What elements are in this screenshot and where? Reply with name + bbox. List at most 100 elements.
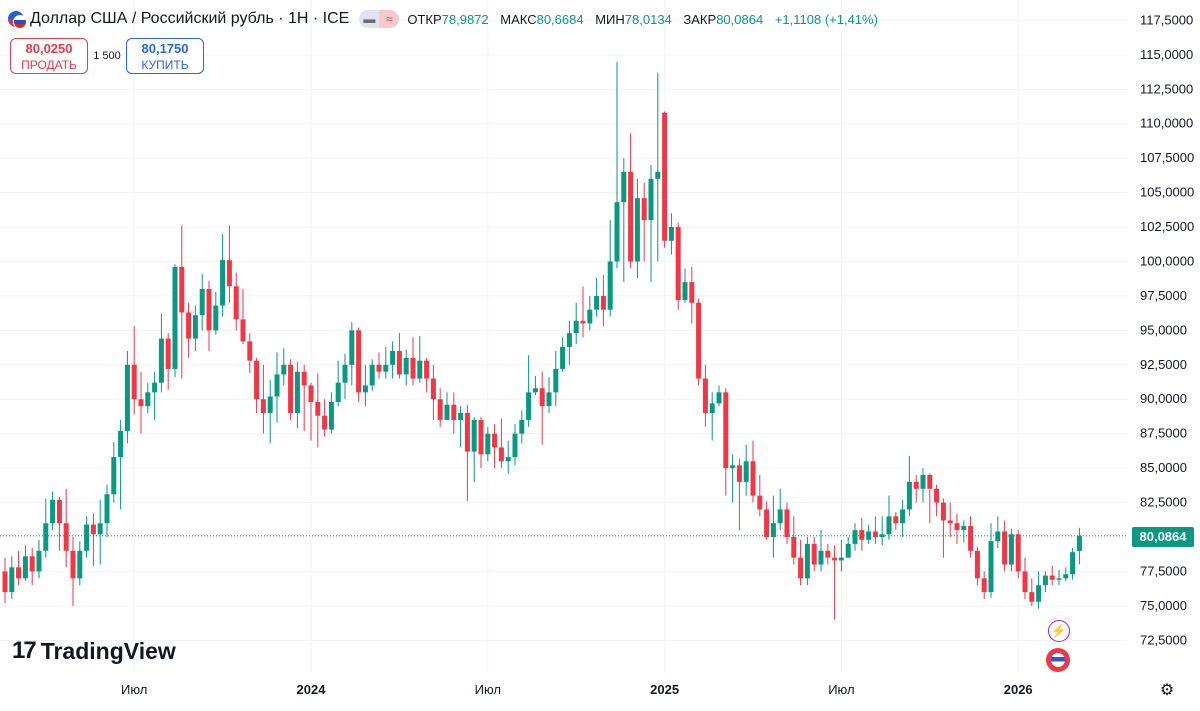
candle-body (526, 392, 532, 420)
candle (526, 355, 532, 427)
candle-body (906, 481, 912, 510)
candle (573, 302, 579, 345)
candle-body (743, 461, 749, 482)
candle (825, 543, 831, 565)
candle (172, 264, 178, 378)
candle-body (804, 543, 810, 579)
candle-body (220, 260, 226, 306)
symbol-title[interactable]: Доллар США / Российский рубль · 1Н · ICE (30, 10, 350, 27)
buy-button[interactable]: 80,1750 КУПИТЬ (126, 38, 204, 74)
candle (709, 392, 715, 441)
candle (532, 375, 538, 396)
candle (430, 364, 436, 420)
indicator-toggle[interactable]: ▬ ≈ (359, 10, 400, 28)
candle-body (29, 556, 35, 572)
candle (995, 516, 1001, 549)
lightning-icon[interactable]: ⚡ (1048, 620, 1070, 642)
candle-body (396, 351, 402, 375)
candle (145, 382, 151, 414)
candle-body (471, 419, 477, 452)
candle-body (872, 531, 878, 537)
candle-body (1076, 535, 1082, 551)
candle-body (288, 364, 294, 414)
high-label: МАКС (500, 11, 537, 27)
candle (478, 417, 484, 469)
candle (893, 512, 899, 531)
settings-icon[interactable]: ⚙ (1159, 682, 1175, 699)
candle (485, 426, 491, 462)
candle-body (206, 289, 212, 331)
candle (240, 289, 246, 345)
candle-body (675, 227, 681, 301)
candle-body (281, 364, 287, 375)
minus-icon[interactable]: ▬ (359, 10, 380, 28)
candle (492, 424, 498, 469)
candle (233, 272, 239, 331)
y-tick-label: 85,0000 (1140, 460, 1187, 475)
candle-body (16, 567, 22, 579)
x-tick-label: 2025 (650, 682, 679, 697)
candle-body (451, 404, 457, 420)
price-axis[interactable]: 72,500075,000077,500080,000082,500085,00… (1140, 12, 1194, 647)
candle-body (485, 433, 491, 455)
high-value: 80,6684 (536, 11, 584, 27)
economic-event-icon[interactable] (1046, 648, 1070, 672)
candle (322, 399, 328, 437)
candle (471, 417, 477, 482)
candle (369, 359, 375, 391)
tradingview-logo-icon: 17 (12, 637, 37, 664)
candle-body (403, 357, 409, 375)
candle-body (152, 382, 158, 393)
candle-body (954, 523, 960, 531)
candle-body (1049, 575, 1055, 580)
usd-rub-flag-icon (8, 11, 27, 29)
y-tick-label: 95,0000 (1140, 322, 1187, 337)
candle (179, 225, 185, 379)
candle (648, 165, 654, 283)
candle-body (138, 399, 144, 407)
candle (444, 392, 450, 420)
candle (410, 337, 416, 386)
candle-body (934, 488, 940, 503)
candle (63, 488, 69, 568)
candle-body (247, 341, 253, 361)
candle-body (342, 364, 348, 383)
candle (832, 545, 838, 620)
candle (750, 440, 756, 503)
candle-body (546, 392, 552, 407)
candle-body (9, 567, 15, 593)
candle-body (770, 523, 776, 537)
y-tick-label: 72,5000 (1140, 632, 1187, 647)
y-tick-label: 107,5000 (1140, 150, 1194, 165)
candle-body (702, 378, 708, 414)
candle (158, 313, 164, 393)
candle-body (213, 305, 219, 331)
candle (376, 352, 382, 379)
candle (811, 536, 817, 572)
candle-body (362, 385, 368, 393)
candle (634, 178, 640, 279)
ohlc-values: ОТКР78,9872 МАКС80,6684 МИН78,0134 ЗАКР8… (407, 12, 886, 27)
candle (362, 364, 368, 407)
wave-icon[interactable]: ≈ (379, 10, 400, 28)
candle (383, 346, 389, 379)
tradingview-logo[interactable]: 17 TradingView (12, 637, 176, 665)
candle-body (383, 364, 389, 372)
candle-body (186, 312, 192, 339)
candle (104, 484, 110, 537)
candle (111, 441, 117, 503)
candle-body (947, 520, 953, 524)
candle (417, 335, 423, 383)
candle (553, 351, 559, 407)
candle-body (328, 401, 334, 430)
last-price-label: 80,0864 (1132, 527, 1194, 547)
candle-body (274, 374, 280, 397)
candle-body (410, 357, 416, 379)
candle (186, 302, 192, 358)
sell-button[interactable]: 80,0250 ПРОДАТЬ (10, 38, 88, 74)
candle-body (825, 550, 831, 558)
y-tick-label: 102,5000 (1140, 219, 1194, 234)
candle (879, 516, 885, 546)
candle-body (369, 364, 375, 386)
